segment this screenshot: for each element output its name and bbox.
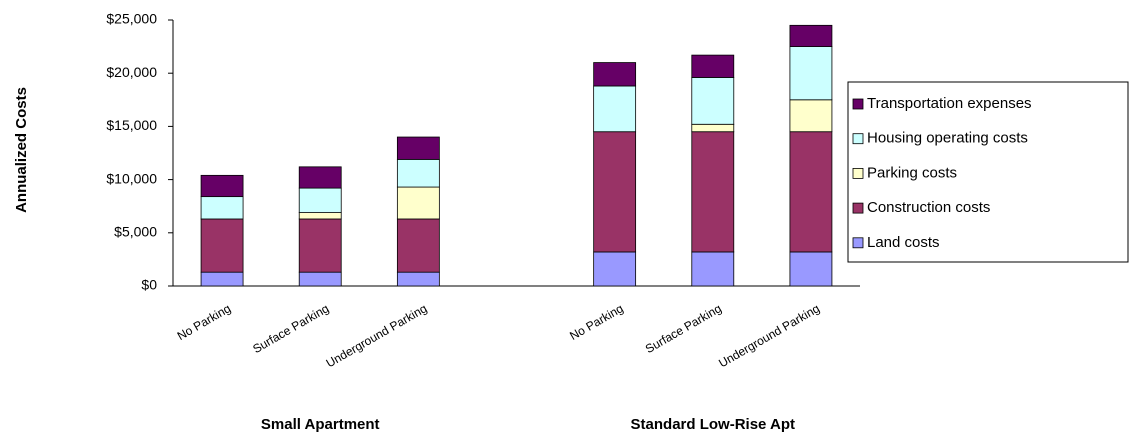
legend-label: Transportation expenses <box>867 95 1032 112</box>
x-tick-label: No Parking <box>567 301 625 343</box>
legend-label: Construction costs <box>867 199 990 216</box>
legend-label: Parking costs <box>867 164 957 181</box>
y-tick-label: $0 <box>141 277 157 293</box>
legend-swatch <box>852 98 864 110</box>
bar-segment <box>789 46 833 101</box>
bar-segment <box>396 158 440 188</box>
x-tick-label: Surface Parking <box>250 301 331 356</box>
bar-segment <box>691 54 735 78</box>
legend-label: Land costs <box>867 234 940 251</box>
group-label: Small Apartment <box>261 416 380 433</box>
legend-swatch <box>852 133 864 145</box>
bar-segment <box>593 85 637 133</box>
bar-segment <box>593 131 637 253</box>
bar-segment <box>789 99 833 133</box>
y-axis-label: Annualized Costs <box>13 87 30 213</box>
y-tick-label: $25,000 <box>106 11 157 27</box>
x-tick-label: No Parking <box>175 301 233 343</box>
legend-swatch <box>852 202 864 214</box>
bar-segment <box>789 131 833 253</box>
bar-segment <box>298 212 342 220</box>
bar-segment <box>396 218 440 273</box>
bar-segment <box>298 271 342 287</box>
legend-swatch <box>852 237 864 249</box>
y-tick-label: $20,000 <box>106 64 157 80</box>
bar-segment <box>691 77 735 125</box>
bar-segment <box>298 218 342 273</box>
bar-segment <box>396 271 440 287</box>
bar-segment <box>593 251 637 287</box>
bar-segment <box>200 218 244 273</box>
bar-segment <box>200 271 244 287</box>
group-label: Standard Low-Rise Apt <box>631 416 795 433</box>
bar-segment <box>789 251 833 287</box>
bar-segment <box>691 123 735 133</box>
bar-segment <box>691 131 735 253</box>
y-tick-label: $10,000 <box>106 170 157 186</box>
bar-segment <box>396 136 440 160</box>
legend-swatch <box>852 167 864 179</box>
bar-segment <box>691 251 735 287</box>
x-tick-label: Underground Parking <box>324 301 430 370</box>
legend-box <box>847 81 1129 263</box>
bar-segment <box>789 24 833 48</box>
bar-segment <box>593 62 637 87</box>
bar-segment <box>298 166 342 189</box>
x-tick-label: Underground Parking <box>716 301 822 370</box>
y-tick-label: $5,000 <box>114 224 157 240</box>
y-tick-label: $15,000 <box>106 117 157 133</box>
legend-label: Housing operating costs <box>867 130 1028 147</box>
bar-segment <box>396 186 440 220</box>
bar-segment <box>298 187 342 213</box>
bar-segment <box>200 174 244 198</box>
bar-segment <box>200 196 244 220</box>
x-tick-label: Surface Parking <box>643 301 724 356</box>
